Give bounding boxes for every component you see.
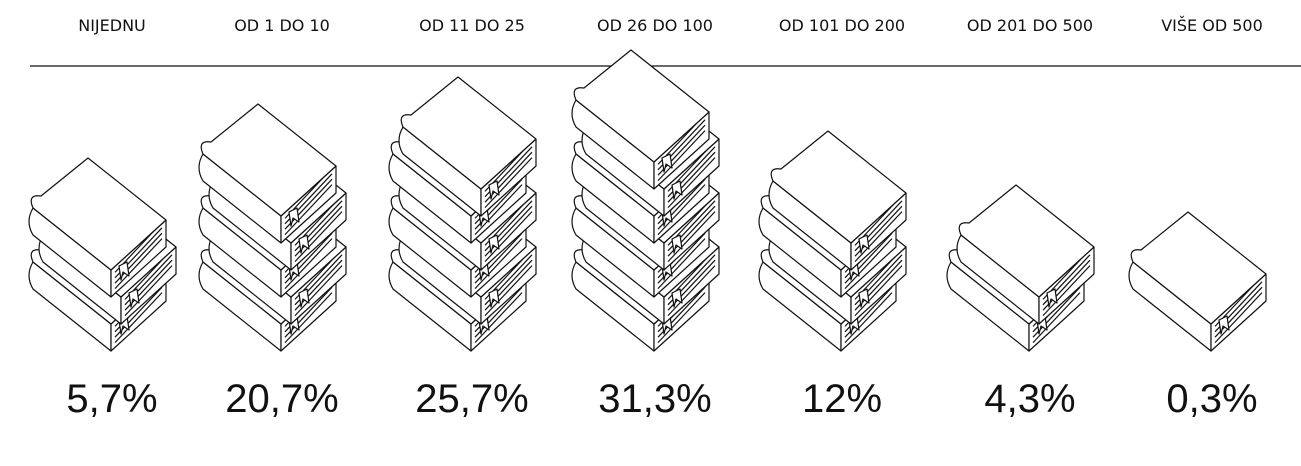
page-line: [474, 238, 523, 290]
page-line: [667, 157, 716, 209]
book-cover: [958, 184, 1095, 298]
page-line: [667, 265, 716, 317]
book-spine: [28, 207, 112, 298]
page-line: [657, 292, 706, 344]
book: [768, 130, 907, 271]
value-label: 12%: [802, 377, 882, 421]
book-spine: [388, 207, 472, 298]
book-spine: [571, 261, 655, 352]
bookmark: [128, 288, 140, 308]
page-line: [284, 184, 333, 236]
bookmark: [298, 288, 310, 308]
category-label: OD 201 DO 500: [967, 16, 1093, 35]
book-cover: [200, 103, 337, 217]
page-line: [854, 211, 903, 263]
book-stack: [198, 103, 347, 352]
book-stack: [1128, 211, 1267, 352]
book-stack: [758, 130, 907, 352]
book-stack: [946, 184, 1095, 352]
value-label: 20,7%: [225, 377, 338, 421]
book-spine: [758, 207, 842, 298]
page-line: [657, 184, 706, 236]
book-spine: [388, 261, 472, 352]
book-spine: [571, 99, 655, 190]
book-stack: [28, 157, 177, 352]
page-line: [114, 292, 163, 344]
book-spine: [956, 234, 1040, 325]
book-cover: [1130, 211, 1267, 325]
book-spine: [388, 153, 472, 244]
category-label: NIJEDNU: [78, 16, 146, 35]
page-line: [484, 265, 533, 317]
page-line: [844, 238, 893, 290]
book-stack: [571, 49, 720, 352]
page-line: [484, 157, 533, 209]
bookmark: [858, 288, 870, 308]
page-line: [1032, 292, 1081, 344]
book-spine: [28, 261, 112, 352]
page-line: [284, 238, 333, 290]
category-label: OD 1 DO 10: [234, 16, 330, 35]
category-label: OD 26 DO 100: [597, 16, 713, 35]
page-line: [294, 211, 343, 263]
page-line: [657, 238, 706, 290]
book: [1128, 211, 1267, 352]
book-spine: [1128, 261, 1212, 352]
bookmark: [298, 234, 310, 254]
value-label: 4,3%: [984, 377, 1075, 421]
book-cover: [770, 130, 907, 244]
book-spine: [398, 126, 482, 217]
book-spine: [571, 153, 655, 244]
page-line: [484, 211, 533, 263]
book: [571, 49, 710, 190]
book-spine: [946, 261, 1030, 352]
bookmark: [671, 288, 683, 308]
bookmark: [288, 207, 300, 227]
page-line: [854, 265, 903, 317]
page-line: [474, 292, 523, 344]
book: [198, 103, 337, 244]
book-spine: [198, 261, 282, 352]
page-line: [294, 265, 343, 317]
page-line: [474, 184, 523, 236]
book-cover: [30, 157, 167, 271]
category-label: OD 11 DO 25: [419, 16, 525, 35]
page-line: [844, 292, 893, 344]
page-line: [284, 292, 333, 344]
category-label: VIŠE OD 500: [1161, 16, 1263, 35]
bookmark: [671, 180, 683, 200]
bookmark: [858, 234, 870, 254]
page-line: [667, 211, 716, 263]
book-stack: [388, 76, 537, 352]
book-cover: [573, 49, 710, 163]
value-label: 5,7%: [66, 377, 157, 421]
bookmark: [118, 261, 130, 281]
value-label: 31,3%: [598, 377, 711, 421]
value-label: 25,7%: [415, 377, 528, 421]
book-spine: [768, 180, 852, 271]
book-spine: [571, 207, 655, 298]
book: [28, 157, 167, 298]
bookmark: [1046, 288, 1058, 308]
book-spine: [758, 261, 842, 352]
page-line: [1042, 265, 1091, 317]
category-label: OD 101 DO 200: [779, 16, 905, 35]
bookmark: [1218, 315, 1230, 335]
book-cover: [400, 76, 537, 190]
page-line: [124, 265, 173, 317]
bookmark: [671, 234, 683, 254]
book-spine: [198, 153, 282, 244]
bookmark: [488, 234, 500, 254]
page-line: [1214, 292, 1263, 344]
value-label: 0,3%: [1166, 377, 1257, 421]
page-line: [657, 130, 706, 182]
bookmark: [488, 180, 500, 200]
book-spine: [198, 207, 282, 298]
book: [398, 76, 537, 217]
bookmark: [661, 153, 673, 173]
book: [956, 184, 1095, 325]
page-line: [114, 238, 163, 290]
bookmark: [488, 288, 500, 308]
